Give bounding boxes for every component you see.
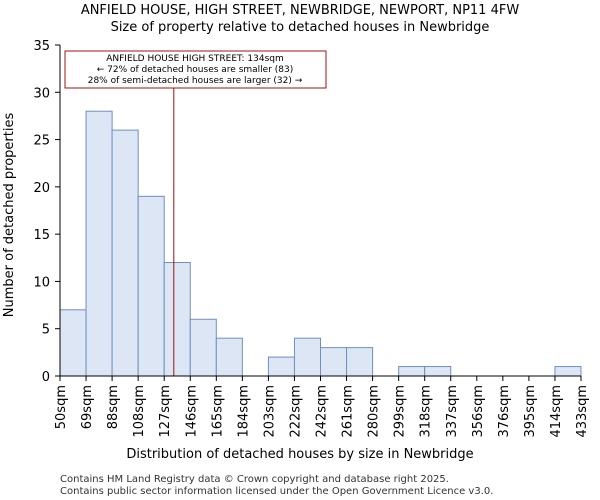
x-tick-label: 318sqm <box>419 385 434 438</box>
histogram-bar <box>85 110 113 377</box>
histogram-bar <box>424 366 452 377</box>
bars-group <box>59 110 582 377</box>
histogram-bar <box>215 337 243 377</box>
x-tick-label: 242sqm <box>315 385 330 438</box>
annotation-line-3: 28% of semi-detached houses are larger (… <box>88 76 303 86</box>
annotation-border <box>64 50 327 89</box>
y-axis-label: Number of detached properties <box>2 113 17 318</box>
histogram-bar <box>293 337 322 377</box>
histogram-bar <box>59 309 87 377</box>
y-tick-label: 25 <box>33 134 50 149</box>
x-tick-label: 69sqm <box>80 385 95 429</box>
y-tick-label: 20 <box>33 181 50 196</box>
histogram-bar <box>554 366 582 377</box>
x-tick-label: 88sqm <box>106 385 121 429</box>
x-tick-label: 356sqm <box>471 385 486 438</box>
x-tick-label: 165sqm <box>210 385 225 438</box>
y-ticks: 0 5 10 15 20 25 30 35 <box>33 39 60 385</box>
x-tick-label: 395sqm <box>523 385 538 438</box>
annotation-line-1: ANFIELD HOUSE HIGH STREET: 134sqm <box>106 54 284 64</box>
x-tick-label: 414sqm <box>549 385 564 438</box>
x-tick-label: 337sqm <box>445 385 460 438</box>
x-ticks: 50sqm 69sqm 88sqm 108sqm 127sqm 146sqm 165sqm 1… <box>54 376 590 438</box>
x-tick-label: 222sqm <box>288 385 303 438</box>
y-tick-label: 30 <box>33 86 50 101</box>
chart-subtitle: Size of property relative to detached ho… <box>111 20 490 35</box>
x-tick-label: 146sqm <box>184 385 199 438</box>
histogram-bar <box>320 347 348 377</box>
y-tick-label: 15 <box>33 228 50 243</box>
chart-title: ANFIELD HOUSE, HIGH STREET, NEWBRIDGE, N… <box>81 3 520 18</box>
x-tick-label: 50sqm <box>54 385 69 429</box>
annotation-box: ANFIELD HOUSE HIGH STREET: 134sqm ← 72% … <box>64 50 327 89</box>
x-tick-label: 203sqm <box>262 385 277 438</box>
x-tick-label: 261sqm <box>341 385 356 438</box>
footer-line-1: Contains HM Land Registry data © Crown c… <box>60 474 449 485</box>
y-tick-label: 0 <box>42 370 50 385</box>
x-tick-label: 299sqm <box>393 385 408 438</box>
y-tick-label: 5 <box>42 323 50 338</box>
y-tick-label: 35 <box>33 39 50 54</box>
y-tick-label: 10 <box>33 275 50 290</box>
histogram-bar <box>346 347 374 377</box>
x-tick-label: 127sqm <box>158 385 173 438</box>
footer-line-2: Contains public sector information licen… <box>60 486 493 497</box>
x-tick-label: 433sqm <box>575 385 590 438</box>
histogram-bar <box>163 262 191 377</box>
histogram-bar <box>189 318 217 377</box>
x-tick-label: 376sqm <box>497 385 512 438</box>
histogram-bar <box>111 129 139 377</box>
x-tick-label: 184sqm <box>236 385 251 438</box>
annotation-line-2: ← 72% of detached houses are smaller (83… <box>97 65 294 75</box>
x-tick-label: 280sqm <box>367 385 382 438</box>
histogram-bar <box>267 356 295 377</box>
x-axis-label: Distribution of detached houses by size … <box>126 447 473 462</box>
histogram-bar <box>137 195 165 377</box>
x-tick-label: 108sqm <box>132 385 147 438</box>
histogram-bar <box>398 366 426 377</box>
